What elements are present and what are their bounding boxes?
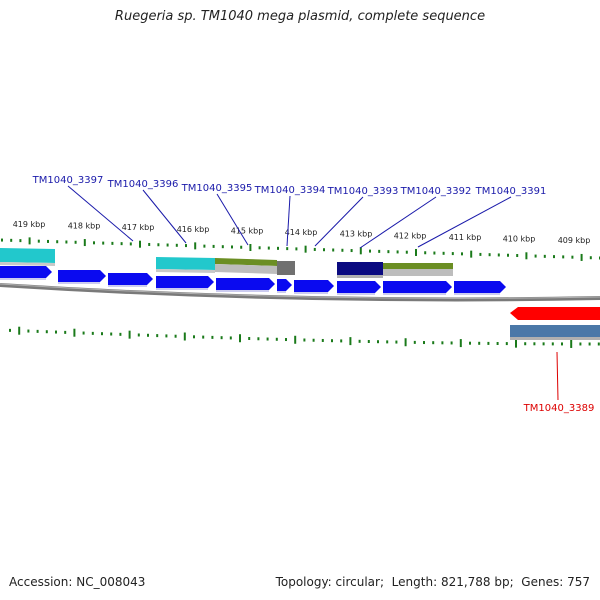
genes-label: Genes: <box>521 575 564 589</box>
forward-gene-arrow[interactable] <box>294 280 334 292</box>
reverse-gene-arrow[interactable] <box>510 307 600 320</box>
gene-leader-line <box>286 195 291 247</box>
scale-ticks-top <box>1 237 600 261</box>
feature-bar-cyan[interactable] <box>156 257 215 270</box>
topology-footer: Topology: circular; Length: 821,788 bp; … <box>275 575 590 589</box>
gene-leader-line <box>359 196 437 249</box>
scale-label: 411 kbp <box>449 233 482 242</box>
feature-bar-olive-shadow <box>215 264 277 274</box>
scale-label: 419 kbp <box>13 220 46 229</box>
gene-leader-line <box>314 196 364 247</box>
scale-label: 409 kbp <box>558 236 591 245</box>
gene-labels: TM1040_3397 TM1040_3396 TM1040_3395 TM1040_… <box>32 175 595 414</box>
scale-label: 413 kbp <box>340 230 373 239</box>
gene-leader-line <box>67 185 134 242</box>
genes-value: 757 <box>567 575 590 589</box>
forward-gene-arrow[interactable] <box>277 279 292 291</box>
scale-labels: 419 kbp 418 kbp 417 kbp 416 kbp 415 kbp 414 k… <box>13 220 591 245</box>
feature-bar-navy[interactable] <box>337 262 383 275</box>
length-value: 821,788 bp <box>440 575 510 589</box>
accession-value: NC_008043 <box>76 575 146 589</box>
scale-label: 414 kbp <box>285 228 318 237</box>
gene-label[interactable]: TM1040_3397 <box>32 175 104 186</box>
forward-genes <box>0 266 506 295</box>
plasmid-backbone <box>0 283 600 302</box>
gene-leader-line <box>417 196 512 248</box>
gene-leader-line <box>556 351 559 401</box>
forward-gene-arrow[interactable] <box>216 278 275 290</box>
reverse-feature-bar-shadow <box>510 337 600 340</box>
gene-label[interactable]: TM1040_3392 <box>400 186 472 197</box>
topology-value: circular <box>335 575 380 589</box>
gene-leader-line <box>216 193 249 246</box>
forward-gene-arrow[interactable] <box>58 270 106 282</box>
forward-gene-arrow[interactable] <box>108 273 153 285</box>
topology-label: Topology: <box>275 575 332 589</box>
feature-bar-navy-shadow <box>337 275 383 278</box>
gene-label[interactable]: TM1040_3389 <box>523 403 595 414</box>
scale-label: 418 kbp <box>68 222 101 231</box>
scale-label: 412 kbp <box>394 231 427 240</box>
reverse-feature-bar-steelblue[interactable] <box>510 325 600 337</box>
feature-bar-darkgray[interactable] <box>277 261 295 275</box>
scale-label: 410 kbp <box>503 235 536 244</box>
feature-bars <box>0 248 453 278</box>
feature-bar-olive-2[interactable] <box>383 263 453 269</box>
plasmid-backbone-highlight <box>0 283 600 299</box>
forward-gene-arrow[interactable] <box>383 281 452 293</box>
feature-bar-cyan-left-shadow <box>0 262 55 266</box>
accession-label: Accession: <box>9 575 73 589</box>
feature-bar-cyan-shadow <box>156 269 215 273</box>
scale-label: 415 kbp <box>231 226 264 235</box>
reverse-genes <box>510 307 600 340</box>
scale-label: 417 kbp <box>122 223 155 232</box>
scale-label: 416 kbp <box>177 225 210 234</box>
feature-bar-cyan-left[interactable] <box>0 248 55 263</box>
forward-gene-arrow[interactable] <box>156 276 214 288</box>
accession-footer: Accession: NC_008043 <box>9 575 145 589</box>
scale-ticks-bottom <box>9 326 600 348</box>
gene-label[interactable]: TM1040_3393 <box>327 186 399 197</box>
forward-gene-arrow[interactable] <box>0 266 52 278</box>
forward-gene-arrow[interactable] <box>337 281 381 293</box>
map-title: Ruegeria sp. TM1040 mega plasmid, comple… <box>114 9 486 24</box>
feature-bar-olive-2-shadow <box>383 269 453 276</box>
gene-label[interactable]: TM1040_3395 <box>181 183 253 194</box>
feature-bar-olive[interactable] <box>215 258 277 266</box>
gene-leader-line <box>142 189 187 244</box>
gene-label[interactable]: TM1040_3391 <box>475 186 547 197</box>
gene-label[interactable]: TM1040_3396 <box>107 179 179 190</box>
forward-gene-arrow[interactable] <box>454 281 506 293</box>
gene-label[interactable]: TM1040_3394 <box>254 185 326 196</box>
length-label: Length: <box>391 575 438 589</box>
